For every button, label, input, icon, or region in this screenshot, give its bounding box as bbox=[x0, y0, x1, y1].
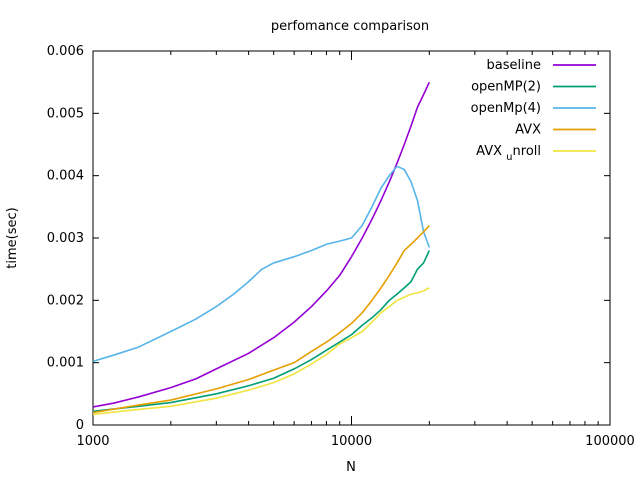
y-tick-label: 0.004 bbox=[47, 169, 84, 184]
y-tick-label: 0.003 bbox=[47, 231, 84, 246]
x-axis-title: N bbox=[346, 460, 356, 475]
legend-label: baseline bbox=[487, 58, 541, 73]
series-line-avx bbox=[92, 224, 430, 414]
y-axis-title: time(sec) bbox=[5, 207, 20, 268]
x-tick-label: 100000 bbox=[585, 434, 635, 449]
series-lines bbox=[92, 81, 431, 416]
y-tick-label: 0.005 bbox=[47, 106, 84, 121]
legend-label: openMp(4) bbox=[471, 101, 541, 116]
x-tick-label: 10000 bbox=[331, 434, 372, 449]
axis-ticks: 0 0.001 0.002 0.003 0.004 0.005 0.006 1000 10000… bbox=[47, 44, 635, 449]
legend: baseline openMP(2) openMp(4) AVX AVX unroll bbox=[471, 58, 596, 163]
y-tick-label: 0 bbox=[76, 418, 84, 433]
legend-label: openMP(2) bbox=[471, 80, 541, 95]
series-line-avx-unroll bbox=[92, 287, 430, 416]
series-line-baseline bbox=[92, 81, 431, 408]
y-tick-label: 0.002 bbox=[47, 293, 84, 308]
y-tick-label: 0.006 bbox=[47, 44, 84, 59]
x-tick-label: 1000 bbox=[76, 434, 109, 449]
chart-title: perfomance comparison bbox=[271, 19, 429, 34]
series-line-openmp-4- bbox=[92, 165, 431, 363]
series-line-openmp-2- bbox=[92, 250, 431, 413]
y-tick-label: 0.001 bbox=[47, 356, 84, 371]
legend-label: AVX bbox=[515, 123, 541, 138]
legend-label: AVX unroll bbox=[476, 144, 541, 163]
